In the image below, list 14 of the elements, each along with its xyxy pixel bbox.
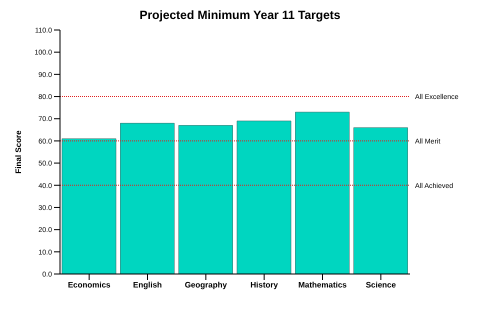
bar [236, 120, 292, 274]
x-tick-label: English [133, 280, 162, 290]
x-tick-label: Geography [184, 280, 228, 290]
bar [353, 127, 408, 274]
x-tick-label: History [250, 280, 278, 290]
bar [120, 122, 175, 274]
x-tick-label: Economics [68, 280, 112, 290]
bar [295, 112, 350, 274]
bar [178, 125, 233, 274]
x-tick-label: Science [366, 280, 396, 290]
y-axis-title: Final Score [14, 130, 23, 174]
chart-title: Projected Minimum Year 11 Targets [138, 8, 342, 24]
x-tick-label: Mathematics [298, 280, 348, 290]
bar [62, 138, 116, 274]
